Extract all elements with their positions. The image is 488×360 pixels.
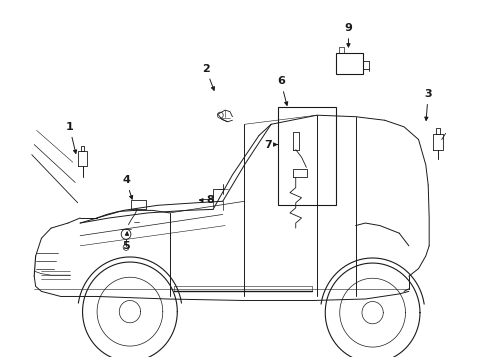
Bar [336,53,362,74]
Text: 8: 8 [199,195,214,205]
Text: 2: 2 [202,64,214,90]
Text: 4: 4 [122,175,132,199]
Text: 9: 9 [344,23,352,47]
Bar [278,107,336,205]
Text: 7: 7 [264,140,277,149]
Text: 6: 6 [276,76,287,105]
Text: 3: 3 [424,89,431,121]
Text: 5: 5 [122,232,130,251]
Text: 1: 1 [65,122,77,153]
